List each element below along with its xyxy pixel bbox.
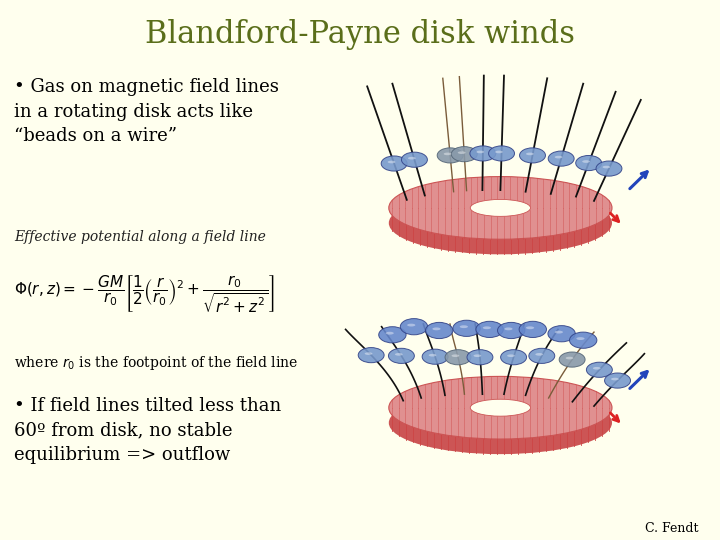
Ellipse shape [387, 161, 395, 163]
Text: where $r_0$ is the footpoint of the field line: where $r_0$ is the footpoint of the fiel… [14, 354, 298, 372]
Ellipse shape [570, 332, 597, 348]
Ellipse shape [400, 319, 428, 335]
Ellipse shape [451, 146, 477, 161]
Ellipse shape [389, 348, 415, 363]
Ellipse shape [498, 322, 525, 339]
Ellipse shape [500, 350, 526, 365]
Ellipse shape [365, 352, 372, 355]
Ellipse shape [470, 399, 531, 416]
Ellipse shape [526, 326, 534, 329]
Ellipse shape [554, 330, 563, 334]
Ellipse shape [458, 151, 466, 154]
Ellipse shape [389, 376, 612, 439]
Ellipse shape [470, 214, 531, 232]
Ellipse shape [381, 156, 407, 171]
Ellipse shape [422, 349, 448, 364]
Ellipse shape [408, 323, 415, 327]
Ellipse shape [437, 148, 463, 163]
Ellipse shape [470, 146, 496, 161]
Ellipse shape [445, 350, 471, 365]
Ellipse shape [359, 348, 384, 363]
Ellipse shape [470, 414, 531, 431]
Ellipse shape [566, 357, 573, 360]
Ellipse shape [389, 192, 612, 254]
Ellipse shape [402, 152, 428, 167]
Ellipse shape [453, 320, 480, 336]
Ellipse shape [577, 337, 585, 340]
Ellipse shape [605, 373, 631, 388]
Ellipse shape [389, 177, 612, 239]
Text: Blandford-Payne disk winds: Blandford-Payne disk winds [145, 19, 575, 50]
Ellipse shape [389, 392, 612, 454]
Ellipse shape [596, 161, 622, 176]
Ellipse shape [554, 156, 562, 158]
Ellipse shape [611, 378, 619, 380]
Ellipse shape [426, 322, 453, 339]
Ellipse shape [495, 151, 503, 153]
Ellipse shape [576, 156, 602, 171]
Ellipse shape [386, 332, 394, 335]
Ellipse shape [444, 153, 451, 155]
Ellipse shape [460, 325, 468, 328]
Ellipse shape [467, 350, 493, 365]
Ellipse shape [603, 166, 611, 168]
Ellipse shape [483, 326, 491, 329]
Ellipse shape [379, 327, 406, 343]
Ellipse shape [504, 327, 513, 330]
Ellipse shape [477, 151, 484, 153]
Ellipse shape [582, 160, 590, 163]
Ellipse shape [476, 321, 503, 338]
Ellipse shape [526, 153, 534, 155]
Ellipse shape [395, 353, 402, 356]
Ellipse shape [507, 354, 515, 357]
Text: • Gas on magnetic field lines
in a rotating disk acts like
“beads on a wire”: • Gas on magnetic field lines in a rotat… [14, 78, 279, 145]
Ellipse shape [559, 352, 585, 367]
Ellipse shape [520, 148, 546, 163]
Ellipse shape [548, 151, 574, 166]
Ellipse shape [548, 326, 575, 342]
Ellipse shape [428, 354, 436, 356]
Ellipse shape [489, 146, 515, 161]
Ellipse shape [593, 367, 600, 369]
Ellipse shape [470, 199, 531, 217]
Text: C. Fendt: C. Fendt [645, 522, 698, 535]
Text: • If field lines tilted less than
60º from disk, no stable
equilibrium => outflo: • If field lines tilted less than 60º fr… [14, 397, 282, 463]
Ellipse shape [535, 353, 543, 356]
Ellipse shape [528, 348, 555, 363]
Ellipse shape [451, 354, 459, 357]
Text: Effective potential along a field line: Effective potential along a field line [14, 230, 266, 244]
Ellipse shape [474, 354, 481, 357]
Ellipse shape [408, 157, 415, 159]
Ellipse shape [432, 327, 441, 330]
Ellipse shape [586, 362, 612, 377]
Ellipse shape [519, 321, 546, 338]
Text: $\Phi(r,z) = -\dfrac{GM}{r_0}\left[\dfrac{1}{2}\left(\dfrac{r}{r_0}\right)^2 + \: $\Phi(r,z) = -\dfrac{GM}{r_0}\left[\dfra… [14, 274, 275, 315]
